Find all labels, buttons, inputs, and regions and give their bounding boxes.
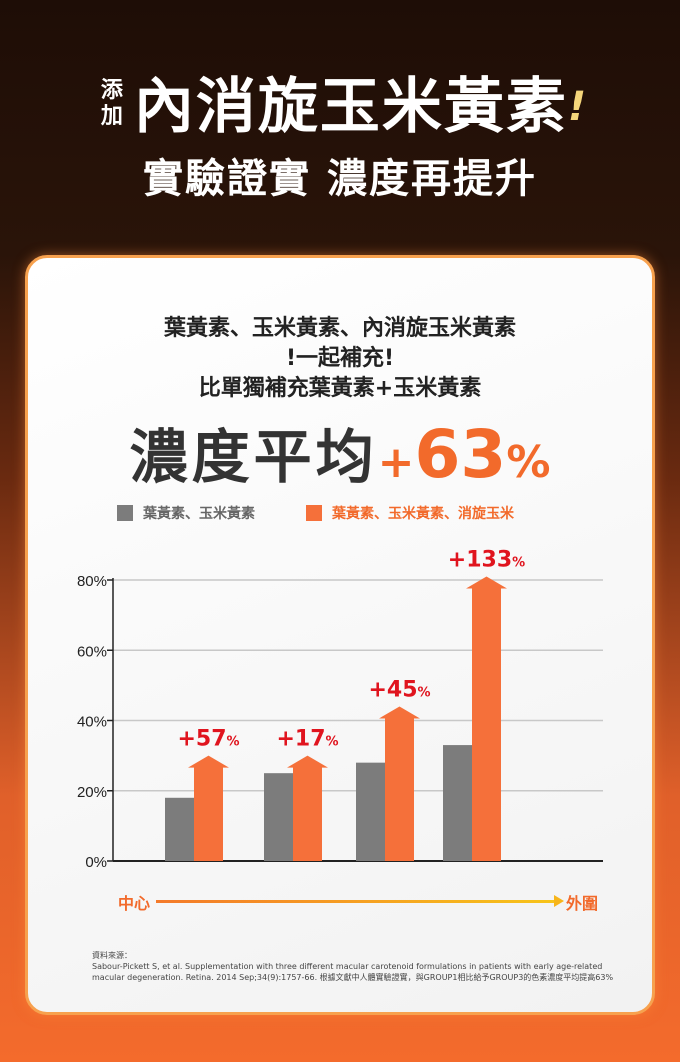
y-tick-label: 0% (85, 854, 107, 871)
legend-item-gray: 葉黃素、玉米黃素 (117, 503, 255, 523)
data-label: +57% (177, 727, 239, 752)
data-label-value: +133 (448, 547, 512, 572)
data-label-unit: % (326, 735, 339, 750)
title-text: 內消旋玉米黃素 (133, 72, 568, 142)
data-label-value: +57 (177, 727, 226, 752)
info-card (25, 255, 655, 1015)
axis-arrow-line (156, 900, 554, 903)
title-exclaim: ! (567, 84, 587, 130)
data-label-unit: % (227, 735, 240, 750)
data-label-unit: % (512, 555, 525, 570)
y-tick-label: 60% (77, 643, 107, 660)
legend-swatch (306, 505, 322, 521)
card-line-1: 葉黃素、玉米黃素、內消旋玉米黃素 (163, 316, 516, 341)
title-prefix: 添加 (100, 78, 123, 129)
card-line-2: !一起補充! (285, 346, 395, 371)
bar-orange-arrow (466, 576, 507, 861)
arrow-right-icon (554, 895, 564, 907)
data-label-value: +17 (276, 727, 325, 752)
legend-item-orange: 葉黃素、玉米黃素、消旋玉米 (306, 503, 514, 523)
bar-gray (356, 762, 385, 861)
main-title: 添加內消旋玉米黃素! (0, 72, 680, 142)
headline: 濃度平均+63% (129, 416, 551, 493)
bar-orange-arrow (379, 706, 420, 861)
data-label: +45% (368, 677, 430, 702)
legend-swatch (117, 505, 133, 521)
bar-orange-arrow (287, 755, 328, 861)
data-label: +17% (276, 727, 338, 752)
bar-gray (264, 773, 293, 861)
bar-gray (443, 745, 472, 861)
axis-right-label: 外圍 (566, 894, 599, 913)
subtitle: 實驗證實 濃度再提升 (143, 156, 537, 202)
card-line-3: 比單獨補充葉黃素+玉米黃素 (198, 376, 482, 401)
bar-orange-arrow (188, 755, 229, 861)
bar-gray (165, 797, 194, 861)
axis-left-label: 中心 (118, 894, 151, 913)
data-label-value: +45 (368, 677, 417, 702)
center-outer-axis: 中心 外圍 (118, 890, 606, 914)
y-tick-label: 80% (77, 573, 107, 590)
y-tick-label: 20% (77, 784, 107, 801)
data-label-unit: % (418, 685, 431, 700)
data-label: +133% (448, 547, 525, 572)
y-tick-label: 40% (77, 714, 107, 731)
source-note: 資料來源： Sabour-Pickett S, et al. Supplement… (92, 951, 614, 982)
